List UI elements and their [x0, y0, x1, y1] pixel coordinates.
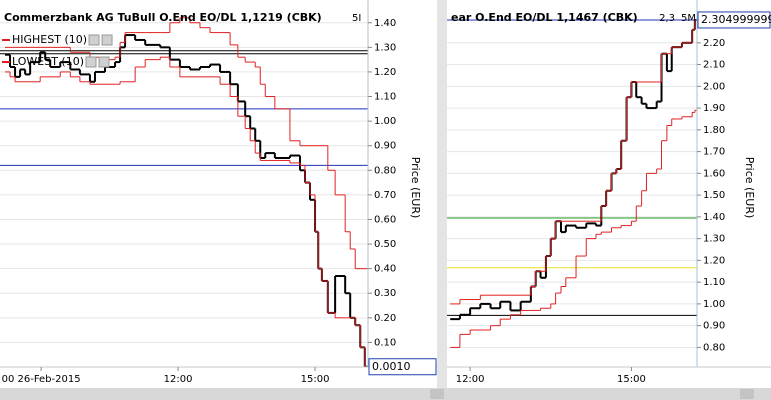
legend-icon	[85, 56, 97, 68]
scroll-button[interactable]	[740, 389, 754, 399]
y-axis-label: Price (EUR)	[743, 157, 756, 219]
scroll-button[interactable]	[430, 389, 444, 399]
y-tick-label: 0.70	[374, 190, 396, 201]
y-axis-label: Price (EUR)	[409, 157, 422, 219]
legend-label: HIGHEST (10)	[12, 33, 87, 46]
y-tick-label: 1.40	[703, 212, 725, 223]
legend-icon	[88, 34, 100, 46]
y-tick-label: 1.30	[374, 42, 396, 53]
y-tick-label: 0.90	[703, 321, 725, 332]
legend-icon	[98, 56, 110, 68]
y-tick-label: 1.30	[703, 234, 725, 245]
y-tick-label: 0.30	[374, 288, 396, 299]
y-tick-label: 1.00	[703, 299, 725, 310]
chart-title: Commerzbank AG TuBull O.End EO/DL 1,1219…	[4, 11, 322, 24]
x-tick-label: 15:00	[301, 374, 330, 385]
plot-area	[0, 17, 368, 367]
legend-icon	[101, 34, 113, 46]
last-price-label: 0.0010	[372, 360, 411, 373]
y-tick-label: 1.60	[703, 168, 725, 179]
legend-label: LOWEST (10)	[12, 55, 84, 68]
y-tick-label: 1.20	[374, 67, 396, 78]
y-tick-label: 0.80	[703, 342, 725, 353]
y-tick-label: 0.40	[374, 264, 396, 275]
y-tick-label: 2.00	[703, 81, 725, 92]
x-tick-label: 00 26-Feb-2015	[2, 374, 81, 385]
panel-gap	[437, 0, 447, 388]
y-tick-label: 1.10	[703, 277, 725, 288]
x-tick-label: 12:00	[456, 374, 485, 385]
y-tick-label: 1.10	[374, 92, 396, 103]
y-tick-label: 1.70	[703, 147, 725, 158]
last-price-label: 2.304999999	[701, 13, 771, 26]
interval: 5I	[352, 13, 361, 24]
interval: 5M	[681, 13, 696, 24]
change: 2,3	[659, 13, 675, 24]
y-tick-label: 0.90	[374, 141, 396, 152]
last-price-box	[368, 358, 437, 376]
y-tick-label: 1.90	[703, 103, 725, 114]
y-tick-label: 1.00	[374, 116, 396, 127]
x-tick-label: 15:00	[617, 374, 646, 385]
y-tick-label: 1.20	[703, 255, 725, 266]
y-tick-label: 2.10	[703, 60, 725, 71]
y-tick-label: 0.60	[374, 214, 396, 225]
y-tick-label: 0.80	[374, 165, 396, 176]
y-tick-label: 0.50	[374, 239, 396, 250]
y-tick-label: 0.10	[374, 337, 396, 348]
last-price-box	[697, 11, 771, 29]
y-tick-label: 1.40	[374, 18, 396, 29]
y-tick-label: 0.20	[374, 313, 396, 324]
y-tick-label: 2.20	[703, 38, 725, 49]
y-tick-label: 1.50	[703, 190, 725, 201]
chart-title: ear O.End EO/DL 1,1467 (CBK)	[451, 11, 638, 24]
x-tick-label: 12:00	[164, 374, 193, 385]
plot-area	[447, 18, 697, 348]
y-tick-label: 1.80	[703, 125, 725, 136]
scrollbar[interactable]	[0, 388, 771, 400]
